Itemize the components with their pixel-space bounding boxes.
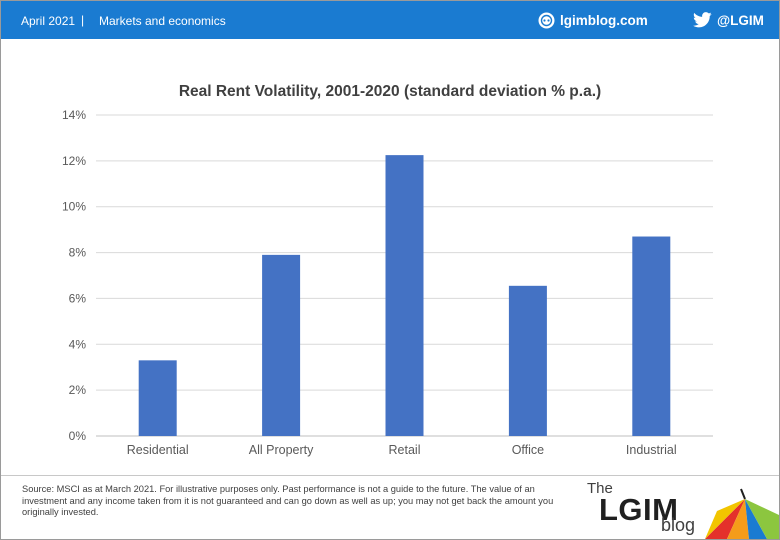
- chart-title: Real Rent Volatility, 2001-2020 (standar…: [179, 83, 601, 100]
- x-category-label: Residential: [127, 443, 189, 457]
- x-axis-categories: Residential All Property Retail Office Indus…: [127, 443, 677, 457]
- bar-retail: [385, 155, 424, 436]
- site-link[interactable]: lgimblog.com: [560, 13, 648, 28]
- twitter-handle[interactable]: @LGIM: [717, 13, 764, 28]
- x-category-label: Retail: [389, 443, 421, 457]
- footer-divider: [1, 475, 779, 476]
- globe-icon[interactable]: [538, 12, 555, 29]
- x-category-label: Office: [512, 443, 544, 457]
- bar-residential: [138, 360, 177, 436]
- x-category-label: Industrial: [626, 443, 677, 457]
- bars: [138, 155, 671, 436]
- bar-chart: Real Rent Volatility, 2001-2020 (standar…: [62, 83, 713, 457]
- y-tick-label: 2%: [69, 383, 87, 397]
- y-tick-label: 0%: [69, 429, 87, 443]
- bar-industrial: [632, 236, 671, 436]
- logo-blog: blog: [661, 515, 696, 535]
- y-axis-ticks: 0% 2% 4% 6% 8% 10% 12% 14%: [62, 108, 86, 443]
- header-bar: April 2021 | Markets and economics lgimb…: [1, 1, 779, 39]
- source-note: Source: MSCI as at March 2021. For illus…: [22, 484, 554, 517]
- header-separator: |: [81, 13, 85, 27]
- publication-date: April 2021: [21, 14, 76, 28]
- umbrella-icon: [705, 488, 779, 539]
- y-tick-label: 14%: [62, 108, 86, 122]
- lgim-blog-logo: The LGIM blog: [585, 477, 780, 539]
- y-tick-label: 4%: [69, 337, 87, 351]
- logo-the: The: [587, 480, 613, 497]
- y-tick-label: 12%: [62, 154, 86, 168]
- y-tick-label: 8%: [69, 246, 87, 260]
- bar-all-property: [262, 254, 301, 436]
- twitter-bird-icon[interactable]: [693, 12, 712, 28]
- x-category-label: All Property: [249, 443, 314, 457]
- section-label[interactable]: Markets and economics: [99, 14, 226, 28]
- logo-lgim: LGIM: [599, 492, 679, 527]
- bar-office: [508, 285, 547, 436]
- y-tick-label: 6%: [69, 291, 87, 305]
- y-tick-label: 10%: [62, 200, 86, 214]
